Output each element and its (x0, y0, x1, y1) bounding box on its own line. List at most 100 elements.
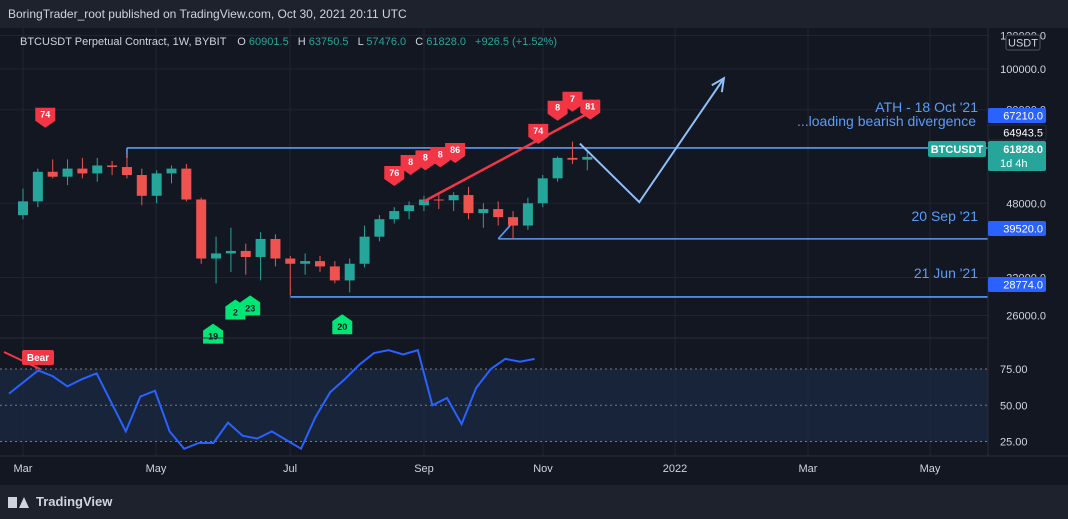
symbol-badge-bg (928, 141, 986, 157)
tradingview-logo-icon (8, 495, 30, 509)
current-price-label-bg (988, 141, 1046, 171)
candle-body (47, 171, 58, 177)
candle-body (18, 201, 28, 216)
candle-body (478, 209, 489, 214)
time-tick-label: 2022 (663, 463, 687, 475)
candle-body (121, 167, 132, 176)
candle-body (136, 175, 147, 196)
bear-signal-label: 86 (450, 145, 460, 155)
ath-price-label: 67210.0 (1003, 111, 1043, 123)
time-tick-label: Nov (533, 463, 553, 475)
candle-body (537, 178, 548, 204)
bear-signal-label: 74 (40, 110, 50, 120)
price-change: +926.5 (+1.52%) (475, 36, 557, 48)
high-label: H (298, 36, 306, 48)
candle-body (240, 250, 251, 257)
jun-price-label: 28774.0 (1003, 280, 1043, 292)
candle-body (344, 263, 355, 281)
projection-path (579, 77, 725, 204)
candle-body (181, 168, 192, 200)
rsi-line (8, 348, 535, 451)
candle-body (389, 211, 400, 220)
candle-body (374, 219, 385, 237)
ath-annotation: ATH - 18 Oct '21 (875, 99, 978, 115)
rsi-tick-label: 25.00 (1000, 437, 1028, 449)
price-tick-label: 100000.0 (1000, 64, 1046, 76)
bear-signal-marker (580, 99, 601, 120)
open-label: O (237, 36, 246, 48)
currency-badge[interactable]: USDT (1008, 38, 1038, 50)
bull-signal-label: 20 (337, 322, 347, 332)
rsi-band-fill (0, 369, 988, 442)
bear-signal-marker (445, 143, 466, 164)
low-value: 57476.0 (366, 36, 406, 48)
candle-body (418, 199, 429, 206)
close-label: C (415, 36, 423, 48)
bear-signal-label: 74 (533, 126, 543, 136)
candle-body (359, 236, 370, 264)
bear-signal-marker (528, 123, 549, 144)
bear-signal-label: 8 (438, 149, 443, 159)
candle-body (493, 209, 504, 218)
rsi-indicator (8, 348, 535, 451)
bull-signal-marker (332, 314, 353, 335)
sep-price-label: 39520.0 (1003, 224, 1043, 236)
symbol-title[interactable]: BTCUSDT Perpetual Contract, 1W, BYBIT (20, 36, 227, 48)
candle-body (329, 266, 340, 281)
high-value: 63750.5 (309, 36, 349, 48)
candle-body (448, 195, 459, 201)
bull-signal-marker (203, 323, 224, 344)
time-tick-label: Jul (283, 463, 297, 475)
currency-badge-bg (1005, 34, 1041, 51)
symbol-badge: BTCUSDT (931, 144, 984, 156)
tradingview-logo[interactable]: TradingView (8, 494, 112, 509)
bear-signal-marker (35, 107, 56, 128)
rsi-band (0, 368, 988, 442)
tradingview-brand: TradingView (36, 494, 113, 509)
candle-body (315, 261, 325, 267)
jun-price-label-bg (988, 277, 1046, 292)
rsi-tick-label: 50.00 (1000, 400, 1028, 412)
bear-signal-label: 8 (555, 103, 560, 113)
svg-text:BTCUSDT Perpetual Contract, 1W: BTCUSDT Perpetual Contract, 1W, BYBIT O … (20, 36, 557, 48)
bear-signal-marker (562, 91, 583, 112)
text-annotations: ATH - 18 Oct '21 ...loading bearish dive… (797, 99, 978, 281)
current-price-label: 61828.0 (1003, 144, 1043, 156)
candle-body (225, 250, 236, 254)
time-tick-label: May (146, 463, 167, 475)
ath-price-label-bg (988, 108, 1046, 123)
candle-body (567, 157, 578, 160)
projection-arrowhead (711, 76, 726, 93)
candle-body (270, 238, 281, 259)
upper-price-label: 64943.5 (1003, 128, 1043, 140)
time-axis[interactable]: Mar May Jul Sep Nov 2022 Mar May (14, 463, 941, 475)
price-tick-label: 48000.0 (1006, 198, 1046, 210)
candle-body (300, 261, 311, 264)
symbol-info-bar: BTCUSDT Perpetual Contract, 1W, BYBIT O … (20, 36, 557, 48)
rsi-axis[interactable]: 75.00 50.00 25.00 (1000, 364, 1028, 449)
bear-signal-marker (384, 166, 405, 187)
bearish-divergence-annotation: ...loading bearish divergence (797, 113, 976, 129)
candle-body (211, 253, 222, 259)
candle-body (77, 168, 88, 174)
candle-body (552, 157, 563, 179)
bear-signal-label: 81 (585, 102, 595, 112)
candle-body (508, 217, 519, 226)
upper-price-label-bg (987, 124, 1047, 141)
bear-signal-marker (547, 100, 568, 121)
candle-body (92, 165, 103, 174)
candle-body (166, 168, 177, 174)
candle-body (62, 168, 73, 177)
drawing-overlays (423, 76, 726, 204)
candle-body (433, 199, 444, 201)
bear-signal-label: 7 (570, 94, 575, 104)
time-tick-label: Mar (799, 463, 818, 475)
time-tick-label: May (920, 463, 941, 475)
low-label: L (358, 36, 364, 48)
bear-badge-bg (22, 350, 54, 365)
bull-signal-label: 23 (245, 303, 255, 313)
bear-signal-label: 8 (423, 152, 428, 162)
rsi-signal-badge: Bear (3, 350, 54, 370)
